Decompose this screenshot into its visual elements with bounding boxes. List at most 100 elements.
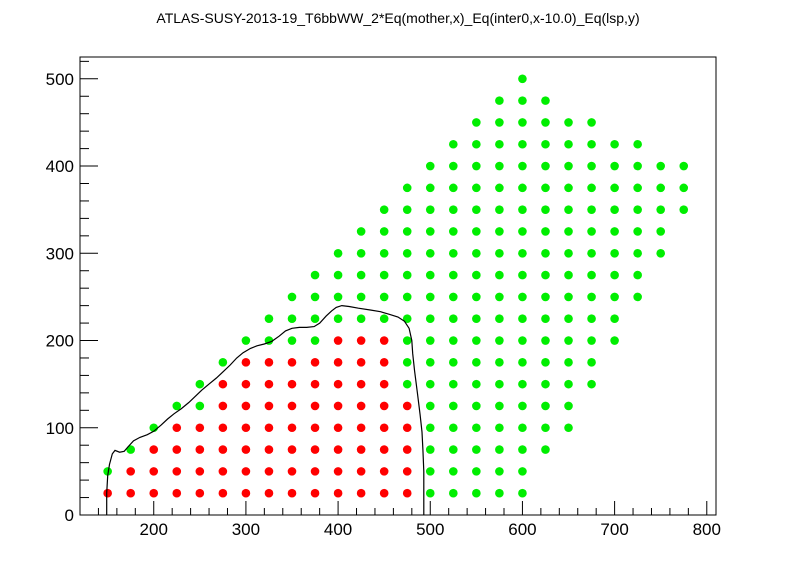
allowed-point (472, 183, 481, 193)
allowed-point (449, 248, 458, 258)
allowed-point (379, 205, 389, 214)
allowed-point (633, 183, 642, 193)
allowed-point (610, 292, 619, 302)
excluded-point (149, 467, 159, 476)
allowed-point (172, 401, 182, 411)
excluded-point (333, 401, 343, 411)
allowed-point (356, 248, 366, 258)
excluded-point (149, 488, 159, 498)
plot-border (79, 56, 717, 516)
allowed-point (425, 358, 435, 367)
allowed-point (425, 205, 435, 214)
allowed-point (103, 467, 112, 476)
allowed-point (425, 379, 435, 389)
excluded-point (333, 445, 343, 454)
excluded-point (356, 488, 366, 498)
excluded-point (356, 401, 366, 411)
excluded-point (379, 358, 389, 367)
allowed-point (449, 292, 458, 302)
excluded-point (310, 401, 320, 411)
excluded-point (287, 358, 297, 367)
excluded-point (241, 358, 251, 367)
exclusion-contour-line (106, 304, 425, 515)
excluded-point (379, 423, 389, 433)
excluded-point (287, 423, 297, 433)
allowed-point (449, 445, 458, 454)
allowed-point (402, 314, 412, 324)
allowed-point (472, 205, 481, 214)
allowed-point (633, 227, 642, 236)
excluded-point (241, 423, 251, 433)
allowed-point (472, 336, 481, 345)
allowed-point (518, 248, 527, 258)
excluded-point (379, 336, 389, 345)
excluded-point (287, 401, 297, 411)
allowed-point (541, 205, 550, 214)
allowed-point (402, 270, 412, 280)
allowed-point (402, 336, 412, 345)
excluded-point (379, 379, 389, 389)
allowed-point (518, 270, 527, 280)
allowed-point (564, 161, 573, 171)
excluded-point (218, 423, 228, 433)
allowed-point (518, 74, 527, 84)
allowed-point (610, 227, 619, 236)
excluded-point (402, 445, 412, 454)
allowed-point (541, 118, 550, 127)
allowed-point (518, 292, 527, 302)
excluded-point (379, 467, 389, 476)
excluded-point (356, 423, 366, 433)
allowed-point (495, 358, 504, 367)
excluded-point (264, 401, 274, 411)
allowed-point (633, 139, 642, 149)
allowed-point (656, 183, 665, 193)
excluded-point (287, 488, 297, 498)
allowed-point (656, 227, 665, 236)
allowed-point (379, 314, 389, 324)
allowed-point (425, 270, 435, 280)
excluded-point (310, 379, 320, 389)
allowed-point (472, 358, 481, 367)
excluded-point (379, 401, 389, 411)
allowed-point (402, 358, 412, 367)
allowed-point (425, 488, 435, 498)
excluded-point (287, 467, 297, 476)
excluded-point (310, 445, 320, 454)
allowed-point (518, 401, 527, 411)
allowed-point (587, 227, 596, 236)
allowed-point (379, 227, 389, 236)
excluded-point (195, 488, 205, 498)
excluded-point (264, 488, 274, 498)
allowed-point (402, 227, 412, 236)
allowed-point (587, 183, 596, 193)
allowed-point (333, 248, 343, 258)
excluded-point (333, 379, 343, 389)
allowed-point (495, 401, 504, 411)
data-points (103, 74, 689, 498)
allowed-point (541, 445, 550, 454)
allowed-point (587, 379, 596, 389)
allowed-point (495, 205, 504, 214)
allowed-point (518, 227, 527, 236)
excluded-point (103, 488, 112, 498)
allowed-point (564, 248, 573, 258)
allowed-point (356, 314, 366, 324)
allowed-point (449, 183, 458, 193)
allowed-point (541, 292, 550, 302)
excluded-point (333, 358, 343, 367)
allowed-point (518, 467, 527, 476)
x-tick-label: 700 (600, 520, 628, 539)
allowed-point (541, 139, 550, 149)
allowed-point (310, 270, 320, 280)
allowed-point (541, 96, 550, 105)
allowed-point (472, 161, 481, 171)
allowed-point (610, 336, 619, 345)
allowed-point (518, 358, 527, 367)
x-tick-label: 300 (232, 520, 260, 539)
allowed-point (472, 314, 481, 324)
excluded-point (379, 488, 389, 498)
allowed-point (610, 270, 619, 280)
allowed-point (425, 161, 435, 171)
y-tick-label: 300 (46, 244, 74, 263)
excluded-point (310, 358, 320, 367)
